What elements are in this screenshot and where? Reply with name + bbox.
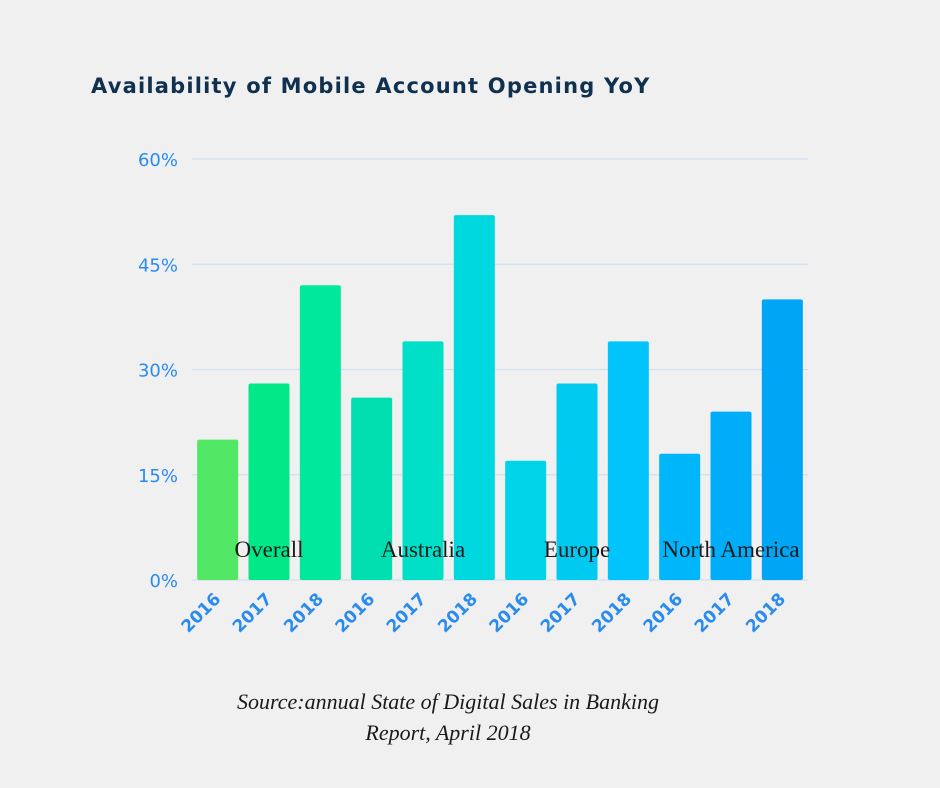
gridlines <box>192 158 808 581</box>
x-tick-label: 2017 <box>691 589 739 637</box>
x-tick-label: 2018 <box>434 589 482 637</box>
source-note: Source:annual State of Digital Sales in … <box>0 686 896 748</box>
y-tick-label: 45% <box>138 255 178 276</box>
y-tick-label: 30% <box>138 361 178 382</box>
group-label: Overall <box>235 537 304 562</box>
x-axis-ticks: 2016 2017 2018 2016 2017 2018 2016 2017 2018 2016… <box>178 589 790 637</box>
x-tick-label: 2017 <box>383 589 431 637</box>
bar <box>761 299 803 580</box>
chart-title: Availability of Mobile Account Opening Y… <box>91 74 651 98</box>
y-axis-ticks: 0% 15% 30% 45% 60% <box>138 150 178 592</box>
x-tick-label: 2016 <box>332 589 380 637</box>
bar <box>402 341 444 580</box>
bar <box>351 397 393 580</box>
x-tick-label: 2016 <box>178 589 226 637</box>
source-line-2: Report, April 2018 <box>365 720 531 745</box>
y-tick-label: 60% <box>138 150 178 171</box>
group-label: Europe <box>544 537 610 562</box>
group-label: Australia <box>381 537 465 562</box>
x-tick-label: 2017 <box>229 589 277 637</box>
bar <box>556 383 598 580</box>
x-tick-label: 2017 <box>537 589 585 637</box>
y-tick-label: 0% <box>149 571 178 592</box>
bar <box>505 460 547 580</box>
group-labels: Overall Australia Europe North America <box>235 537 800 562</box>
y-tick-label: 15% <box>138 466 178 487</box>
x-tick-label: 2016 <box>486 589 534 637</box>
source-line-1: Source:annual State of Digital Sales in … <box>236 689 660 714</box>
bars <box>197 215 803 580</box>
x-tick-label: 2018 <box>742 589 790 637</box>
x-tick-label: 2018 <box>280 589 328 637</box>
bar <box>607 341 649 580</box>
x-tick-label: 2018 <box>588 589 636 637</box>
bar <box>299 285 341 580</box>
group-label: North America <box>662 537 799 562</box>
x-tick-label: 2016 <box>640 589 688 637</box>
bar <box>710 411 752 580</box>
bar <box>453 215 495 580</box>
bar <box>197 439 239 580</box>
bar <box>659 453 701 580</box>
bar <box>248 383 290 580</box>
